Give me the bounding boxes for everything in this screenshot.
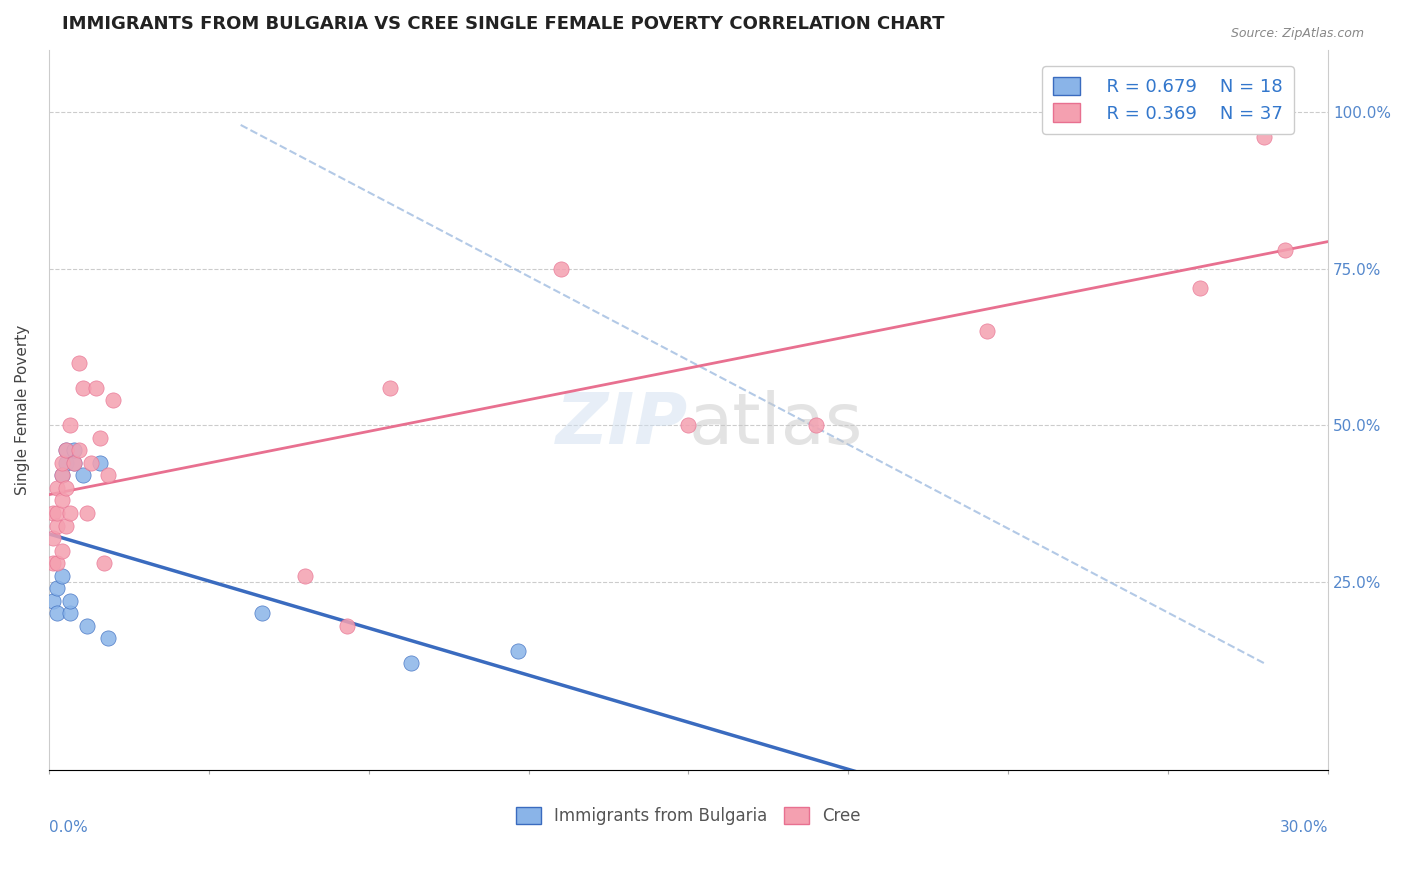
Point: [336, 618, 359, 632]
Text: IMMIGRANTS FROM BULGARIA VS CREE SINGLE FEMALE POVERTY CORRELATION CHART: IMMIGRANTS FROM BULGARIA VS CREE SINGLE …: [62, 15, 943, 33]
Y-axis label: Single Female Poverty: Single Female Poverty: [15, 325, 30, 495]
Point: [89, 431, 111, 445]
Point: [46, 481, 69, 495]
Point: [976, 325, 998, 339]
Point: [42, 556, 65, 570]
Point: [46, 606, 69, 620]
Point: [1189, 281, 1212, 295]
Point: [63, 456, 86, 470]
Point: [378, 381, 401, 395]
Point: [506, 643, 529, 657]
Point: [55, 481, 77, 495]
Point: [101, 393, 124, 408]
Legend: Immigrants from Bulgaria, Cree: Immigrants from Bulgaria, Cree: [508, 798, 869, 833]
Point: [72, 468, 94, 483]
Point: [1274, 243, 1296, 257]
Point: [59, 506, 82, 520]
Point: [97, 631, 120, 645]
Point: [42, 506, 65, 520]
Point: [806, 418, 828, 433]
Point: [1253, 130, 1275, 145]
Point: [59, 418, 82, 433]
Point: [42, 531, 65, 545]
Point: [46, 581, 69, 595]
Point: [678, 418, 700, 433]
Text: 0.0%: 0.0%: [49, 820, 87, 835]
Point: [59, 606, 82, 620]
Point: [59, 593, 82, 607]
Point: [51, 468, 73, 483]
Point: [46, 518, 69, 533]
Point: [55, 443, 77, 458]
Text: 30.0%: 30.0%: [1279, 820, 1329, 835]
Point: [51, 456, 73, 470]
Point: [51, 493, 73, 508]
Text: Source: ZipAtlas.com: Source: ZipAtlas.com: [1230, 27, 1364, 40]
Point: [550, 261, 572, 276]
Point: [51, 543, 73, 558]
Point: [72, 381, 94, 395]
Point: [250, 606, 273, 620]
Text: ZIP: ZIP: [557, 390, 689, 458]
Point: [294, 568, 316, 582]
Point: [51, 468, 73, 483]
Point: [55, 518, 77, 533]
Point: [97, 468, 120, 483]
Point: [46, 506, 69, 520]
Point: [84, 381, 107, 395]
Point: [63, 443, 86, 458]
Point: [67, 443, 90, 458]
Point: [89, 456, 111, 470]
Point: [93, 556, 115, 570]
Point: [46, 556, 69, 570]
Point: [67, 356, 90, 370]
Point: [42, 593, 65, 607]
Point: [51, 568, 73, 582]
Point: [76, 618, 98, 632]
Point: [55, 443, 77, 458]
Text: atlas: atlas: [689, 390, 863, 458]
Point: [399, 657, 422, 671]
Point: [80, 456, 103, 470]
Point: [55, 456, 77, 470]
Point: [63, 456, 86, 470]
Point: [76, 506, 98, 520]
